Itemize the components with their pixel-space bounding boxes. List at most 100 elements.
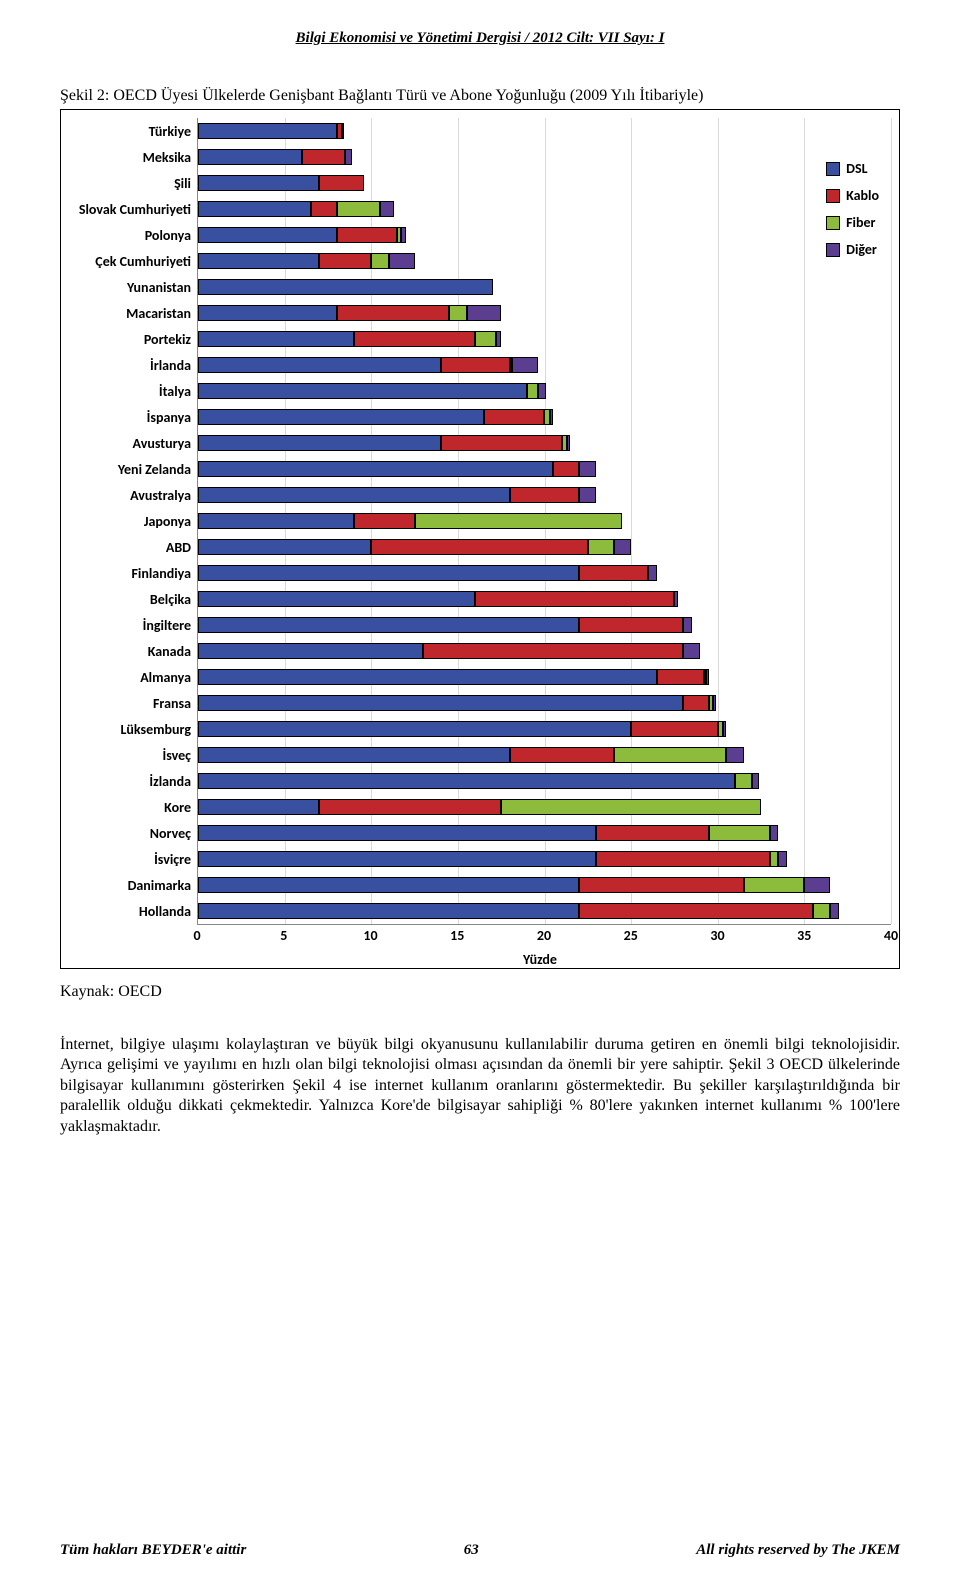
bar-row bbox=[198, 430, 891, 456]
bar-row bbox=[198, 560, 891, 586]
bar-row bbox=[198, 638, 891, 664]
bar-segment-dsl bbox=[198, 669, 657, 685]
legend-item: Kablo bbox=[826, 187, 879, 204]
bar-segment-kablo bbox=[441, 357, 510, 373]
y-axis-label: Portekiz bbox=[69, 326, 197, 352]
y-axis-label: Kore bbox=[69, 794, 197, 820]
legend-label: DSL bbox=[846, 160, 867, 177]
bar-row bbox=[198, 248, 891, 274]
bar-segment-fiber bbox=[527, 383, 537, 399]
bar-segment-kablo bbox=[553, 461, 579, 477]
bar-segment-dsl bbox=[198, 279, 493, 295]
y-axis-label: Fransa bbox=[69, 690, 197, 716]
bar-segment-dsl bbox=[198, 747, 510, 763]
bar-segment-diger bbox=[713, 695, 716, 711]
bar-segment-diger bbox=[648, 565, 657, 581]
bar-segment-dsl bbox=[198, 227, 337, 243]
bar-segment-diger bbox=[683, 643, 700, 659]
y-axis-label: İspanya bbox=[69, 404, 197, 430]
x-axis-spacer bbox=[69, 927, 197, 949]
bar-segment-diger bbox=[467, 305, 502, 321]
bar-segment-diger bbox=[496, 331, 501, 347]
y-axis-label: Polonya bbox=[69, 222, 197, 248]
bar-segment-fiber bbox=[342, 123, 344, 139]
bar-segment-dsl bbox=[198, 825, 596, 841]
x-tick-label: 40 bbox=[884, 927, 898, 944]
bar-row bbox=[198, 456, 891, 482]
gridline bbox=[891, 118, 892, 924]
bar-segment-dsl bbox=[198, 851, 596, 867]
bar-segment-diger bbox=[512, 357, 538, 373]
bar-segment-dsl bbox=[198, 253, 319, 269]
y-axis-label: Meksika bbox=[69, 144, 197, 170]
bar-segment-fiber bbox=[588, 539, 614, 555]
y-axis-label: İsviçre bbox=[69, 846, 197, 872]
legend-item: Diğer bbox=[826, 241, 879, 258]
bar-segment-dsl bbox=[198, 331, 354, 347]
x-tick-label: 0 bbox=[193, 927, 200, 944]
y-axis-label: Lüksemburg bbox=[69, 716, 197, 742]
y-axis-label: İngiltere bbox=[69, 612, 197, 638]
bar-segment-diger bbox=[614, 539, 631, 555]
journal-header: Bilgi Ekonomisi ve Yönetimi Dergisi / 20… bbox=[60, 30, 900, 47]
body-paragraph: İnternet, bilgiye ulaşımı kolaylaştıran … bbox=[60, 1035, 900, 1137]
bar-row bbox=[198, 196, 891, 222]
bar-segment-dsl bbox=[198, 643, 423, 659]
bar-row bbox=[198, 300, 891, 326]
bar-row bbox=[198, 794, 891, 820]
bar-segment-dsl bbox=[198, 539, 371, 555]
bar-segment-diger bbox=[683, 617, 692, 633]
bar-segment-diger bbox=[726, 747, 743, 763]
page-footer: Tüm hakları BEYDER'e aittir 63 All right… bbox=[60, 1542, 900, 1559]
x-axis-ticks: 0510152025303540 bbox=[197, 927, 891, 949]
y-axis-labels: TürkiyeMeksikaŞiliSlovak CumhuriyetiPolo… bbox=[69, 118, 197, 925]
bar-segment-kablo bbox=[510, 747, 614, 763]
bar-segment-dsl bbox=[198, 773, 735, 789]
bar-segment-diger bbox=[345, 149, 352, 165]
x-tick-label: 20 bbox=[537, 927, 551, 944]
bar-row bbox=[198, 508, 891, 534]
bar-segment-dsl bbox=[198, 461, 553, 477]
figure-source: Kaynak: OECD bbox=[60, 983, 900, 1001]
bar-row bbox=[198, 690, 891, 716]
y-axis-label: Belçika bbox=[69, 586, 197, 612]
bar-row bbox=[198, 742, 891, 768]
legend-swatch bbox=[826, 162, 840, 176]
bar-segment-kablo bbox=[337, 227, 398, 243]
x-tick-label: 5 bbox=[280, 927, 287, 944]
bar-segment-kablo bbox=[423, 643, 683, 659]
bar-segment-dsl bbox=[198, 487, 510, 503]
bar-segment-diger bbox=[401, 227, 406, 243]
bar-row bbox=[198, 846, 891, 872]
bar-row bbox=[198, 404, 891, 430]
legend-swatch bbox=[826, 243, 840, 257]
y-axis-label: Avustralya bbox=[69, 482, 197, 508]
bar-segment-dsl bbox=[198, 409, 484, 425]
x-tick-label: 10 bbox=[363, 927, 377, 944]
bar-segment-kablo bbox=[302, 149, 345, 165]
y-axis-label: Danimarka bbox=[69, 872, 197, 898]
y-axis-label: Slovak Cumhuriyeti bbox=[69, 196, 197, 222]
bar-row bbox=[198, 326, 891, 352]
legend-swatch bbox=[826, 189, 840, 203]
x-tick-label: 25 bbox=[624, 927, 638, 944]
bar-segment-dsl bbox=[198, 305, 337, 321]
bar-row bbox=[198, 898, 891, 924]
y-axis-label: Şili bbox=[69, 170, 197, 196]
y-axis-label: Japonya bbox=[69, 508, 197, 534]
bar-segment-dsl bbox=[198, 877, 579, 893]
bar-segment-dsl bbox=[198, 435, 441, 451]
bar-segment-kablo bbox=[579, 617, 683, 633]
bar-segment-dsl bbox=[198, 695, 683, 711]
y-axis-label: Yeni Zelanda bbox=[69, 456, 197, 482]
bar-row bbox=[198, 872, 891, 898]
footer-page-number: 63 bbox=[464, 1542, 479, 1559]
legend-swatch bbox=[826, 216, 840, 230]
bar-segment-kablo bbox=[631, 721, 718, 737]
bar-segment-fiber bbox=[415, 513, 623, 529]
bar-segment-dsl bbox=[198, 799, 319, 815]
bar-segment-kablo bbox=[319, 253, 371, 269]
bar-segment-diger bbox=[830, 903, 839, 919]
bar-row bbox=[198, 170, 891, 196]
bar-row bbox=[198, 612, 891, 638]
